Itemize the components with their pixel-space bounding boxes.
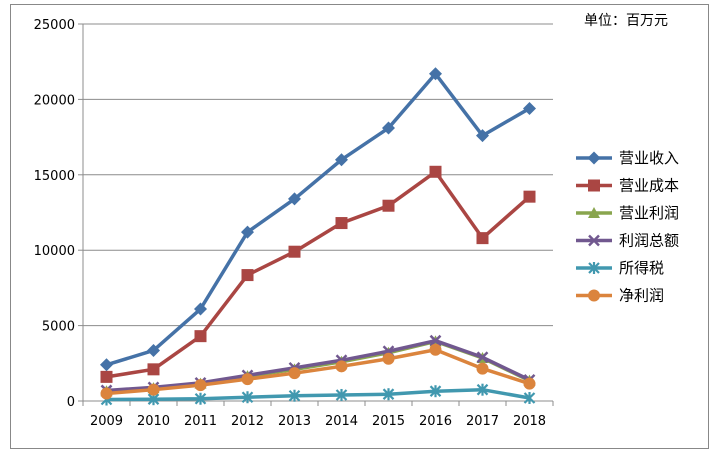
series-line xyxy=(106,347,531,396)
series-line xyxy=(106,170,531,379)
grid-lines xyxy=(83,23,553,327)
legend-marker xyxy=(587,151,601,165)
x-axis-tick-labels: 2009 2010 2011 2012 2013 2014 2015 2016 2017 2018 xyxy=(90,414,546,429)
x-tick-label: 2011 xyxy=(184,414,217,429)
marker-stroke xyxy=(429,334,442,347)
y-tick-label: 5000 xyxy=(42,320,75,335)
x-tick-label: 2016 xyxy=(419,414,452,429)
y-tick-label: 10000 xyxy=(34,244,75,259)
data-point xyxy=(429,334,442,347)
data-point xyxy=(194,379,207,392)
data-point xyxy=(100,387,113,400)
x-tick-label: 2017 xyxy=(466,414,499,429)
series-line xyxy=(106,387,530,402)
x-tick-label: 2012 xyxy=(231,414,264,429)
x-tick-label: 2009 xyxy=(90,414,123,429)
data-point xyxy=(288,192,301,206)
axes xyxy=(78,23,554,406)
legend-item: 营业成本 xyxy=(576,177,679,195)
marker-stroke xyxy=(588,234,600,247)
y-tick-label: 25000 xyxy=(34,18,75,33)
data-point xyxy=(288,245,301,258)
x-tick-label: 2014 xyxy=(325,414,358,429)
data-point xyxy=(476,383,489,396)
data-point xyxy=(523,377,536,390)
unit-label: 单位：百万元 xyxy=(584,13,668,29)
legend-item: 营业收入 xyxy=(576,149,679,167)
legend-label: 所得税 xyxy=(619,259,664,277)
data-point xyxy=(382,121,395,135)
legend-marker xyxy=(588,179,600,192)
series-line xyxy=(106,338,531,393)
data-point xyxy=(241,391,254,404)
data-point xyxy=(194,302,207,316)
series-5 xyxy=(100,383,536,406)
data-point xyxy=(241,373,254,386)
x-tick-label: 2015 xyxy=(372,414,405,429)
data-point xyxy=(429,343,442,356)
marker-stroke xyxy=(476,351,489,364)
data-point xyxy=(335,153,348,167)
data-point xyxy=(288,367,301,380)
legend-label: 营业收入 xyxy=(619,149,679,167)
series-6 xyxy=(100,343,536,400)
legend-item: 营业利润 xyxy=(576,204,679,222)
data-point xyxy=(100,358,113,372)
data-point xyxy=(100,370,113,383)
data-point xyxy=(382,388,395,401)
legend-label: 营业利润 xyxy=(619,204,679,222)
y-tick-label: 20000 xyxy=(34,93,75,108)
legend-item: 利润总额 xyxy=(576,232,679,250)
series-line xyxy=(105,72,531,367)
data-point xyxy=(476,362,489,375)
data-point xyxy=(194,330,207,343)
data-point xyxy=(288,389,301,402)
legend-marker xyxy=(588,262,600,274)
data-point xyxy=(523,190,536,203)
data-point xyxy=(476,129,489,143)
data-point xyxy=(335,217,348,230)
data-point xyxy=(523,391,536,404)
x-tick-label: 2018 xyxy=(513,414,546,429)
data-point xyxy=(335,388,348,401)
y-tick-label: 0 xyxy=(67,395,75,410)
y-tick-label: 15000 xyxy=(34,169,75,184)
data-point xyxy=(476,351,489,364)
data-point xyxy=(147,343,160,357)
x-tick-label: 2010 xyxy=(137,414,170,429)
legend-marker xyxy=(588,207,600,218)
series-line xyxy=(106,339,531,393)
data-point xyxy=(429,165,442,178)
data-point xyxy=(241,269,254,282)
data-point xyxy=(241,225,254,239)
legend-label: 营业成本 xyxy=(619,177,679,195)
data-point xyxy=(523,101,536,115)
legend-marker xyxy=(588,234,600,247)
y-axis-tick-labels: 0 5000 10000 15000 20000 25000 xyxy=(34,18,75,410)
x-tick-label: 2013 xyxy=(278,414,311,429)
data-point xyxy=(476,232,489,245)
data-point xyxy=(147,383,160,396)
series-group xyxy=(100,67,536,406)
series-2 xyxy=(100,165,536,383)
data-point xyxy=(429,67,442,81)
legend-label: 利润总额 xyxy=(619,232,679,250)
data-point xyxy=(382,199,395,212)
legend-marker xyxy=(588,289,600,302)
legend-label: 净利润 xyxy=(619,287,664,305)
data-point xyxy=(382,352,395,365)
data-point xyxy=(147,363,160,376)
series-4 xyxy=(100,334,536,397)
data-point xyxy=(429,385,442,398)
legend-item: 所得税 xyxy=(576,259,664,277)
legend-item: 净利润 xyxy=(576,287,664,305)
data-point xyxy=(194,392,207,405)
series-1 xyxy=(100,67,536,372)
data-point xyxy=(335,360,348,373)
